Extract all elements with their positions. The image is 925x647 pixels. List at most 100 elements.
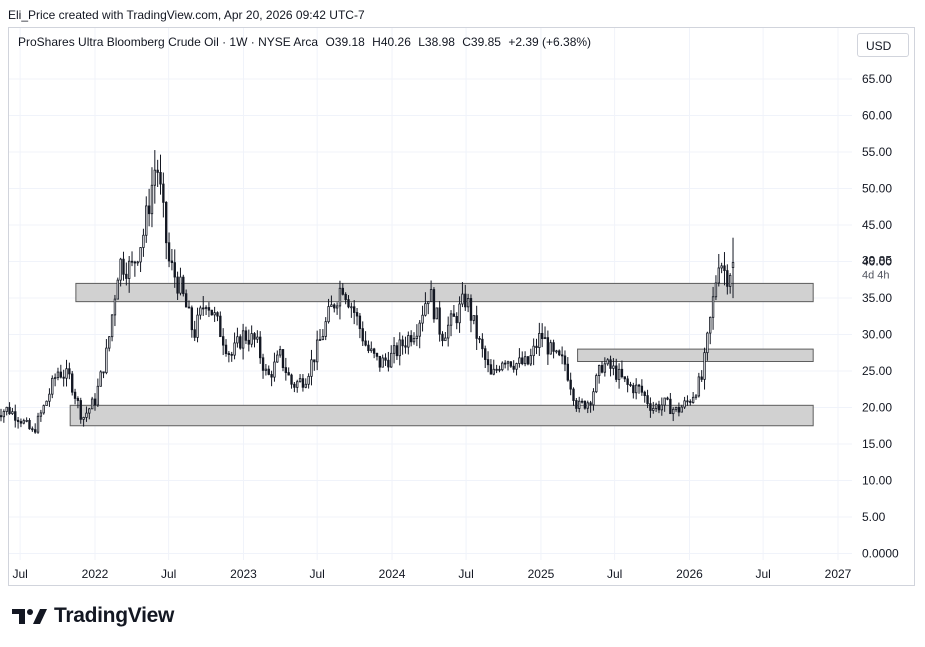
candle-body bbox=[546, 337, 550, 355]
candle-body bbox=[293, 383, 296, 388]
candle-body bbox=[503, 362, 507, 365]
candle-body bbox=[8, 406, 11, 415]
candle-body bbox=[31, 428, 34, 431]
candle-body bbox=[39, 412, 43, 417]
candle-body bbox=[34, 429, 37, 433]
symbol-title: ProShares Ultra Bloomberg Crude Oil · 1W… bbox=[18, 35, 319, 49]
candle-body bbox=[603, 363, 607, 373]
candle-body bbox=[130, 260, 134, 263]
candle-body bbox=[580, 400, 584, 403]
candle-body bbox=[256, 336, 259, 340]
zone-rect bbox=[577, 348, 814, 363]
candle-body bbox=[25, 420, 28, 422]
chart-frame[interactable] bbox=[8, 27, 915, 586]
candle-body bbox=[506, 361, 510, 364]
zone-rect bbox=[69, 404, 814, 427]
candle-body bbox=[646, 395, 649, 405]
candle-body bbox=[344, 293, 347, 300]
time-tick-label: Jul bbox=[309, 567, 324, 581]
candle-body bbox=[680, 406, 683, 413]
candle-body bbox=[125, 273, 128, 279]
candle-body bbox=[56, 371, 60, 379]
candle-body bbox=[367, 344, 370, 352]
time-tick-label: 2027 bbox=[825, 567, 852, 581]
candle-body bbox=[264, 368, 268, 371]
candle-body bbox=[133, 261, 137, 264]
candle-body bbox=[88, 408, 91, 414]
candle-body bbox=[290, 374, 293, 385]
candle-body bbox=[224, 344, 228, 354]
candle-body bbox=[48, 393, 51, 402]
candle-body bbox=[99, 371, 102, 387]
price-tick-label: 65.00 bbox=[862, 72, 892, 86]
ohlc-high: H40.26 bbox=[372, 35, 411, 49]
time-tick-label: 2024 bbox=[379, 567, 406, 581]
candle-body bbox=[484, 348, 487, 360]
candle-body bbox=[543, 337, 547, 340]
candle-body bbox=[523, 356, 527, 365]
candle-body bbox=[313, 359, 316, 363]
candle-body bbox=[549, 342, 552, 355]
candle-body bbox=[2, 411, 6, 418]
candle-body bbox=[674, 406, 678, 410]
price-tick-label: 5.00 bbox=[862, 510, 886, 524]
candle-body bbox=[167, 242, 171, 262]
candle-body bbox=[714, 282, 718, 298]
tradingview-logo-icon bbox=[12, 609, 47, 624]
candle-body bbox=[615, 365, 618, 380]
candle-body bbox=[592, 391, 595, 406]
candle-body bbox=[253, 333, 256, 340]
candle-body bbox=[136, 261, 139, 264]
price-tick-label: 0.0000 bbox=[862, 547, 899, 561]
candle-body bbox=[216, 312, 219, 317]
candle-body bbox=[617, 368, 621, 380]
candle-body bbox=[73, 391, 77, 399]
candle-body bbox=[449, 313, 453, 326]
candle-body bbox=[404, 345, 407, 348]
candle-body bbox=[395, 345, 399, 357]
candle-body bbox=[93, 398, 97, 406]
candle-body bbox=[558, 350, 561, 356]
candle-body bbox=[22, 420, 25, 424]
price-axis: 65.00 60.00 55.00 50.00 45.00 40.00 35.00 30.00… bbox=[862, 72, 899, 561]
candle-body bbox=[424, 303, 427, 316]
candle-body bbox=[589, 402, 592, 406]
symbol-legend[interactable]: ProShares Ultra Bloomberg Crude Oil · 1W… bbox=[18, 35, 591, 49]
candle-body bbox=[307, 375, 310, 385]
candle-body bbox=[600, 365, 604, 373]
time-tick-label: 2026 bbox=[676, 567, 703, 581]
candle-body bbox=[447, 324, 450, 339]
currency-button[interactable]: USD bbox=[857, 33, 909, 57]
candle-body bbox=[116, 279, 119, 300]
candle-body bbox=[42, 405, 45, 414]
candle-body bbox=[196, 314, 199, 338]
price-tick-label: 15.00 bbox=[862, 437, 892, 451]
candle-body bbox=[53, 377, 57, 380]
price-tick-label: 20.00 bbox=[862, 401, 892, 415]
candle-body bbox=[65, 368, 68, 379]
price-tick-label: 60.00 bbox=[862, 109, 892, 123]
candle-body bbox=[515, 363, 518, 370]
candle-body bbox=[230, 353, 233, 356]
candle-body bbox=[338, 287, 342, 307]
candle-body bbox=[654, 404, 658, 409]
candle-body bbox=[526, 356, 530, 365]
candle-body bbox=[595, 375, 598, 393]
candle-body bbox=[720, 265, 723, 269]
candle-body bbox=[119, 258, 122, 281]
candle-body bbox=[657, 404, 661, 411]
candle-body bbox=[239, 336, 242, 349]
candle-body bbox=[68, 368, 71, 375]
ohlc-low: L38.98 bbox=[418, 35, 455, 49]
candle-body bbox=[267, 368, 270, 375]
candle-body bbox=[315, 339, 319, 363]
candle-body bbox=[677, 406, 681, 413]
candle-body bbox=[518, 357, 521, 364]
candle-body bbox=[247, 339, 250, 345]
candle-body bbox=[390, 352, 393, 368]
tradingview-logo[interactable]: TradingView bbox=[12, 604, 174, 628]
candle-body bbox=[28, 420, 31, 430]
candle-body bbox=[486, 359, 490, 366]
candle-body bbox=[660, 404, 663, 411]
